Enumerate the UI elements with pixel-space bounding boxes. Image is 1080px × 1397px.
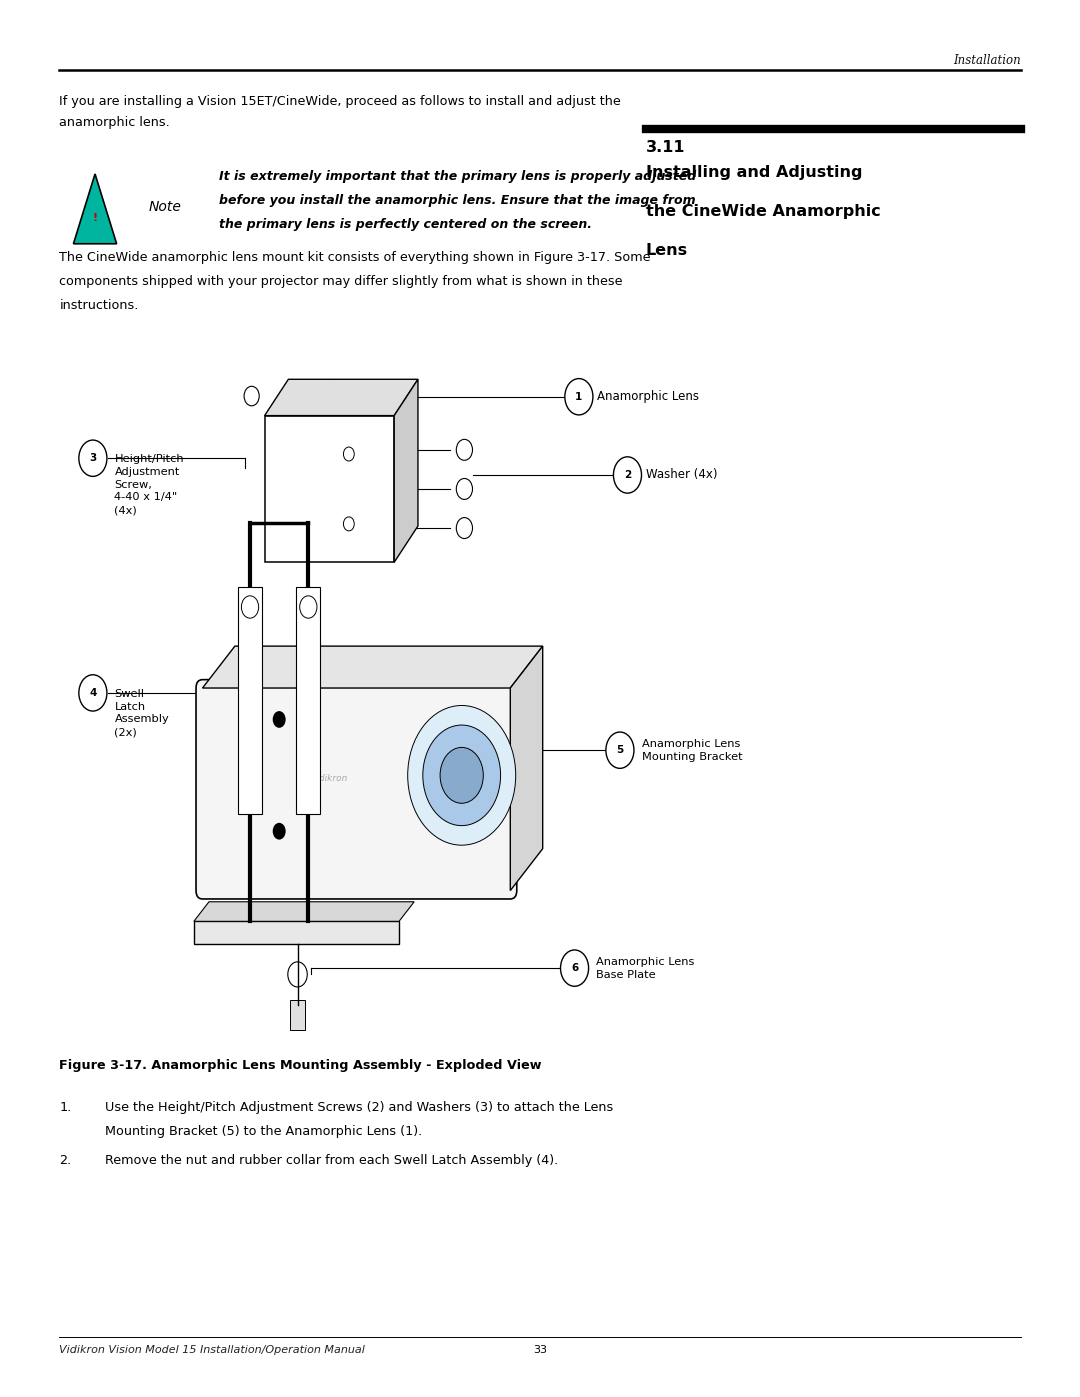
- Text: 3.11: 3.11: [646, 140, 686, 155]
- Circle shape: [273, 823, 286, 840]
- Polygon shape: [239, 588, 262, 814]
- Polygon shape: [73, 175, 117, 243]
- Text: components shipped with your projector may differ slightly from what is shown in: components shipped with your projector m…: [59, 275, 623, 288]
- Text: If you are installing a Vision 15ET/CineWide, proceed as follows to install and : If you are installing a Vision 15ET/Cine…: [59, 95, 621, 108]
- Text: Note: Note: [149, 200, 181, 214]
- Circle shape: [343, 447, 354, 461]
- Circle shape: [242, 597, 259, 619]
- Circle shape: [343, 517, 354, 531]
- Circle shape: [79, 675, 107, 711]
- Circle shape: [456, 517, 473, 539]
- Circle shape: [561, 950, 589, 986]
- Text: 2: 2: [624, 469, 631, 481]
- Text: Remove the nut and rubber collar from each Swell Latch Assembly (4).: Remove the nut and rubber collar from ea…: [105, 1154, 558, 1166]
- Text: Anamorphic Lens
Mounting Bracket: Anamorphic Lens Mounting Bracket: [642, 739, 742, 761]
- Text: Installation: Installation: [953, 53, 1021, 67]
- Text: anamorphic lens.: anamorphic lens.: [59, 116, 171, 129]
- Text: before you install the anamorphic lens. Ensure that the image from: before you install the anamorphic lens. …: [219, 194, 696, 207]
- Circle shape: [456, 439, 473, 461]
- Circle shape: [273, 711, 286, 728]
- Text: 3: 3: [90, 453, 96, 464]
- Polygon shape: [194, 922, 400, 944]
- Text: Vidikron Vision Model 15 Installation/Operation Manual: Vidikron Vision Model 15 Installation/Op…: [59, 1345, 365, 1355]
- Text: Use the Height/Pitch Adjustment Screws (2) and Washers (3) to attach the Lens: Use the Height/Pitch Adjustment Screws (…: [105, 1101, 613, 1113]
- Circle shape: [244, 386, 259, 407]
- Text: Swell
Latch
Assembly
(2x): Swell Latch Assembly (2x): [114, 689, 170, 738]
- Text: 2.: 2.: [59, 1154, 71, 1166]
- Circle shape: [565, 379, 593, 415]
- Text: 33: 33: [534, 1345, 546, 1355]
- Polygon shape: [194, 902, 415, 922]
- Circle shape: [408, 705, 516, 845]
- Circle shape: [79, 440, 107, 476]
- Text: Washer (4x): Washer (4x): [646, 468, 717, 482]
- Polygon shape: [203, 645, 543, 689]
- Text: the primary lens is perfectly centered on the screen.: the primary lens is perfectly centered o…: [219, 218, 592, 231]
- Text: !: !: [93, 212, 97, 224]
- Text: 4: 4: [90, 687, 96, 698]
- Polygon shape: [394, 379, 418, 562]
- Text: 6: 6: [571, 963, 578, 974]
- Text: 5: 5: [617, 745, 623, 756]
- Text: 1.: 1.: [59, 1101, 71, 1113]
- Text: Anamorphic Lens: Anamorphic Lens: [597, 390, 699, 404]
- Text: Anamorphic Lens
Base Plate: Anamorphic Lens Base Plate: [596, 957, 694, 979]
- Polygon shape: [511, 645, 543, 891]
- Circle shape: [456, 478, 473, 499]
- Circle shape: [606, 732, 634, 768]
- FancyBboxPatch shape: [265, 416, 394, 562]
- Text: vidikron: vidikron: [311, 774, 348, 782]
- Text: Height/Pitch
Adjustment
Screw,
4-40 x 1/4"
(4x): Height/Pitch Adjustment Screw, 4-40 x 1/…: [114, 454, 184, 515]
- Text: Installing and Adjusting: Installing and Adjusting: [646, 165, 862, 180]
- Text: Lens: Lens: [646, 243, 688, 258]
- Text: The CineWide anamorphic lens mount kit consists of everything shown in Figure 3-: The CineWide anamorphic lens mount kit c…: [59, 251, 651, 264]
- Circle shape: [288, 963, 307, 986]
- Polygon shape: [296, 588, 321, 814]
- FancyBboxPatch shape: [289, 1000, 306, 1031]
- FancyBboxPatch shape: [197, 680, 517, 900]
- Circle shape: [423, 725, 501, 826]
- Text: It is extremely important that the primary lens is properly adjusted: It is extremely important that the prima…: [219, 170, 697, 183]
- Text: the CineWide Anamorphic: the CineWide Anamorphic: [646, 204, 880, 219]
- Polygon shape: [265, 379, 418, 416]
- Text: Mounting Bracket (5) to the Anamorphic Lens (1).: Mounting Bracket (5) to the Anamorphic L…: [105, 1125, 422, 1137]
- Circle shape: [441, 747, 484, 803]
- Circle shape: [613, 457, 642, 493]
- Text: 1: 1: [576, 391, 582, 402]
- Circle shape: [300, 597, 318, 619]
- Text: instructions.: instructions.: [59, 299, 138, 312]
- Text: Figure 3-17. Anamorphic Lens Mounting Assembly - Exploded View: Figure 3-17. Anamorphic Lens Mounting As…: [59, 1059, 542, 1071]
